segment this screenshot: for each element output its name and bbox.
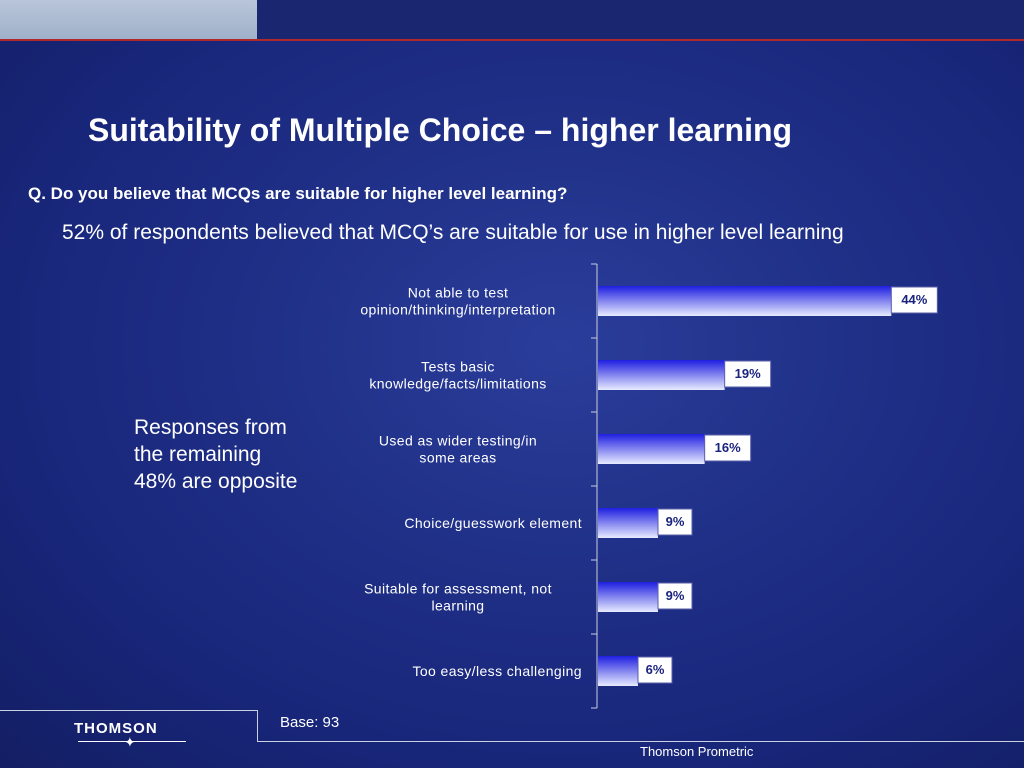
value-label: 6% (646, 662, 665, 677)
survey-question: Q. Do you believe that MCQs are suitable… (28, 184, 568, 203)
category-label: some areas (419, 450, 496, 466)
value-label-box (637, 656, 673, 684)
value-label-box (890, 286, 938, 314)
value-label-box (724, 360, 772, 388)
category-label: learning (431, 598, 484, 614)
bar (598, 286, 892, 316)
value-label-box (704, 434, 752, 462)
bar (598, 434, 705, 464)
category-label: Tests basic (421, 359, 495, 375)
footer-rule-left (0, 710, 257, 711)
value-label: 16% (715, 440, 741, 455)
category-label: Suitable for assessment, not (364, 581, 552, 597)
summary-text: 52% of respondents believed that MCQ’s a… (62, 221, 844, 244)
bar (598, 508, 658, 538)
logo-star-icon: ✦ (124, 734, 136, 750)
value-label-box (657, 582, 693, 610)
base-count: Base: 93 (280, 714, 340, 731)
footer-brand: Thomson Prometric (640, 744, 754, 759)
category-label: Used as wider testing/in (379, 433, 537, 449)
logo-wordmark: THOMSON (74, 720, 158, 737)
header-rule (0, 39, 1024, 41)
header-band-dark (257, 0, 1024, 40)
category-label: Choice/guesswork element (404, 515, 582, 531)
page-title: Suitability of Multiple Choice – higher … (88, 112, 793, 148)
thomson-logo: THOMSON ✦ (74, 716, 190, 750)
remaining-responses-note: Responses from the remaining 48% are opp… (134, 416, 298, 493)
value-label: 9% (666, 514, 685, 529)
bar (598, 656, 638, 686)
value-label-box (657, 508, 693, 536)
bar (598, 582, 658, 612)
footer-rule-right (257, 741, 1024, 742)
category-label: Too easy/less challenging (412, 663, 582, 679)
value-label: 44% (901, 292, 927, 307)
category-label: Not able to test (408, 285, 509, 301)
logo-underline (78, 741, 186, 742)
category-label: opinion/thinking/interpretation (360, 302, 555, 318)
category-label: knowledge/facts/limitations (369, 376, 546, 392)
footer-divider (257, 710, 258, 742)
value-label: 9% (666, 588, 685, 603)
value-label: 19% (735, 366, 761, 381)
header-band-light (0, 0, 257, 40)
bar (598, 360, 725, 390)
